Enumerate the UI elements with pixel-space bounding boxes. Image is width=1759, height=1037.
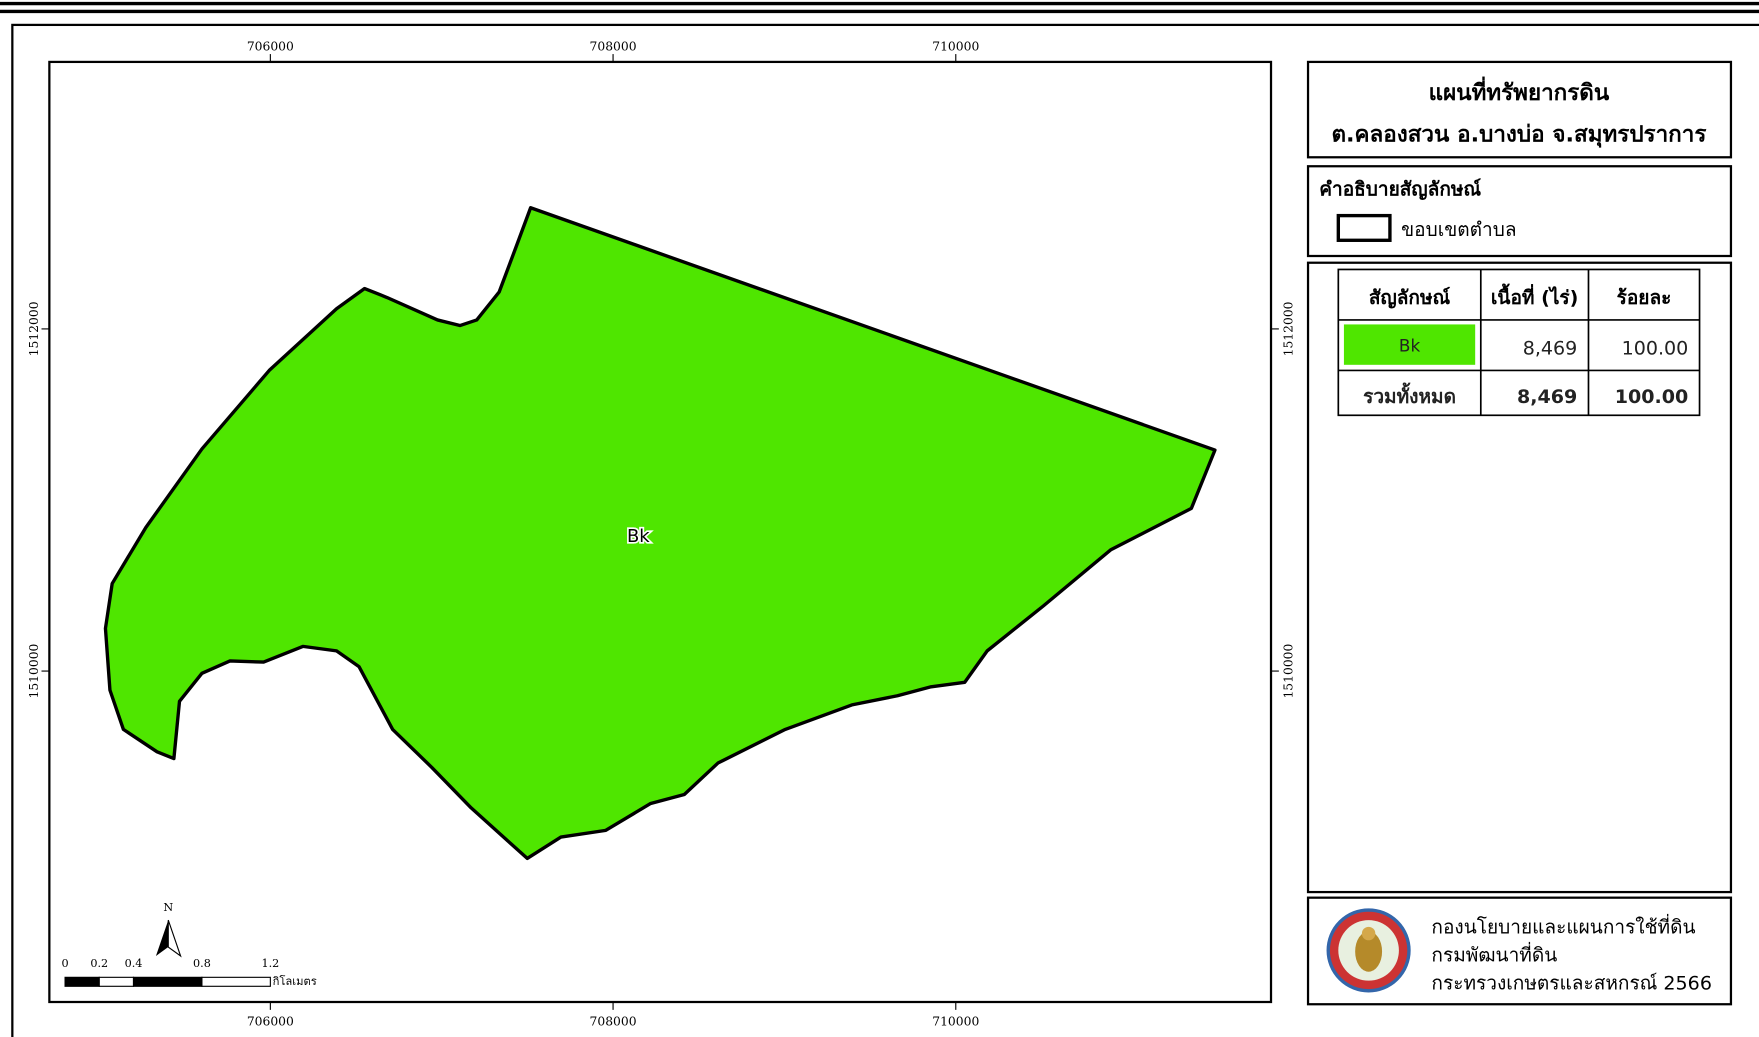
north-arrow — [167, 919, 182, 958]
polygon-label: Bk — [627, 526, 650, 547]
table-cell: Bk — [1399, 335, 1421, 355]
x-tick-label: 710000 — [932, 40, 979, 54]
table-header: ร้อยละ — [1617, 287, 1672, 309]
y-tick-label: 1512000 — [1281, 301, 1295, 356]
scale-segment — [132, 976, 203, 987]
x-tick-label: 708000 — [590, 40, 637, 54]
footer-line: กระทรวงเกษตรและสหกรณ์ 2566 — [1431, 972, 1712, 995]
north-arrow — [155, 920, 169, 957]
scale-segment — [64, 976, 100, 987]
footer-line: กองนโยบายและแผนการใช้ที่ดิน — [1431, 914, 1695, 939]
subtitle: ต.คลองสวน อ.บางบ่อ จ.สมุทรปราการ — [1331, 122, 1706, 149]
agency-logo — [1326, 908, 1411, 993]
x-tick-label: 706000 — [247, 40, 294, 54]
table-box — [1306, 261, 1733, 894]
area-table: สัญลักษณ์ เนื้อที่ (ไร่) ร้อยละ Bk 8,469 100.… — [1337, 268, 1701, 417]
title-box — [1306, 60, 1733, 159]
scale-segment — [201, 976, 271, 987]
title: แผนที่ทรัพยากรดิน — [1429, 76, 1610, 106]
north-label: N — [163, 901, 173, 914]
table-frame — [1337, 268, 1701, 417]
scale-unit: กิโลเมตร — [272, 974, 316, 988]
scale-bar: 0 0.2 0.4 0.8 1.2 — [61, 957, 279, 987]
subdistrict-polygon — [103, 206, 1217, 861]
scale-label: 0 — [61, 957, 68, 970]
footer-box — [1306, 896, 1733, 1006]
legend-swatch — [1336, 213, 1392, 242]
x-tick-label: 710000 — [932, 1015, 979, 1029]
y-tick-label: 1510000 — [1281, 643, 1295, 698]
legend-title: คำอธิบายสัญลักษณ์ — [1319, 177, 1481, 200]
map-frame — [48, 60, 1273, 1004]
scale-label: 0.2 — [90, 957, 108, 970]
legend-box — [1306, 165, 1733, 258]
y-tick-label: 1510000 — [27, 643, 41, 698]
x-tick-label: 706000 — [247, 1015, 294, 1029]
table-cell: รวมทั้งหมด — [1363, 382, 1456, 408]
scale-segment — [98, 976, 135, 987]
x-tick-label: 708000 — [590, 1015, 637, 1029]
table-cell: 100.00 — [1622, 338, 1689, 360]
scale-label: 0.4 — [125, 957, 143, 970]
scale-label: 1.2 — [261, 957, 279, 970]
table-header: สัญลักษณ์ — [1369, 286, 1451, 309]
sheet-frame — [11, 23, 1759, 1037]
scale-label: 0.8 — [193, 957, 211, 970]
legend-label: ขอบเขตตำบล — [1401, 219, 1516, 241]
table-cell: 100.00 — [1615, 386, 1689, 408]
y-tick-label: 1512000 — [27, 301, 41, 356]
table-cell: 8,469 — [1517, 386, 1577, 408]
table-header: เนื้อที่ (ไร่) — [1491, 283, 1578, 309]
symbol-swatch — [1343, 324, 1476, 365]
footer-line: กรมพัฒนาที่ดิน — [1431, 942, 1557, 967]
table-cell: 8,469 — [1523, 338, 1578, 360]
